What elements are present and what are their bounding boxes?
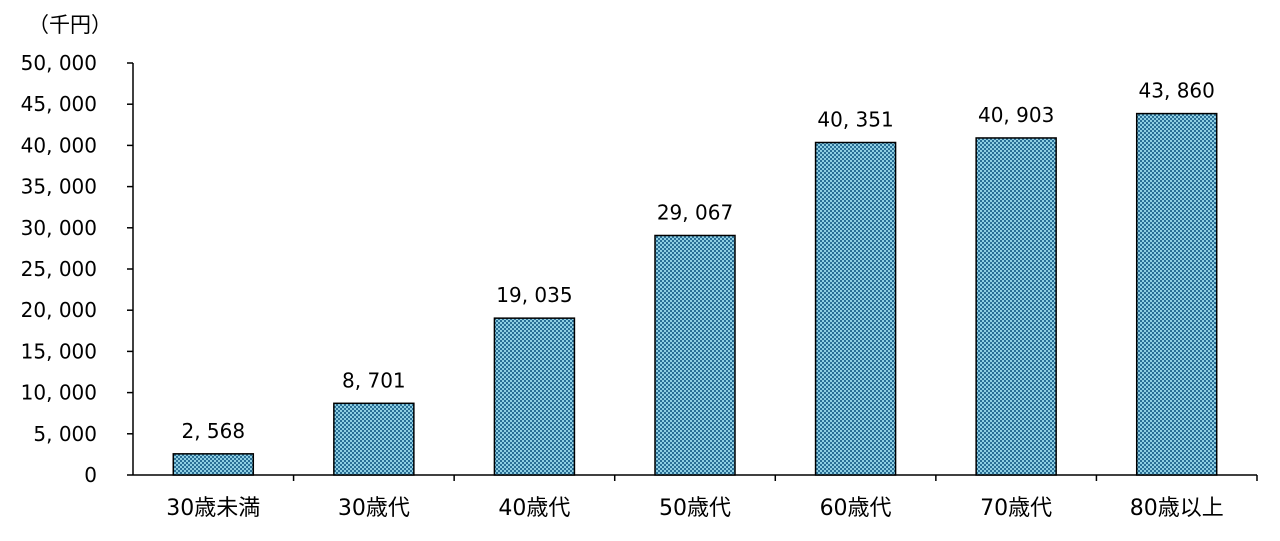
data-label: 43, 860 xyxy=(1139,79,1215,103)
y-tick-label: 40, 000 xyxy=(21,133,97,157)
y-tick-label: 5, 000 xyxy=(33,422,97,446)
data-label: 8, 701 xyxy=(342,368,406,392)
y-tick-label: 30, 000 xyxy=(21,216,97,240)
x-tick-label: 60歳代 xyxy=(820,496,892,521)
x-tick-label: 40歳代 xyxy=(498,496,570,521)
bars xyxy=(172,112,1218,476)
y-tick-label: 45, 000 xyxy=(21,92,97,116)
y-tick-label: 20, 000 xyxy=(21,298,97,322)
bar xyxy=(493,317,576,476)
y-tick-label: 15, 000 xyxy=(21,339,97,363)
y-tick-label: 25, 000 xyxy=(21,257,97,281)
y-tick-label: 10, 000 xyxy=(21,381,97,405)
x-tick-label: 80歳以上 xyxy=(1130,496,1224,521)
labels: 0 5, 000 10, 000 15, 000 20, 000 25, 000 30, 0… xyxy=(21,51,1224,521)
data-label: 40, 903 xyxy=(978,103,1054,127)
bar xyxy=(814,141,897,476)
bar xyxy=(654,234,736,476)
data-label: 29, 067 xyxy=(657,200,733,224)
bar xyxy=(975,137,1057,476)
data-label: 2, 568 xyxy=(181,419,245,443)
bar xyxy=(333,402,415,476)
y-tick-label: 0 xyxy=(84,463,97,487)
bar xyxy=(1135,112,1218,476)
bar xyxy=(172,453,255,476)
data-label: 40, 351 xyxy=(817,108,893,132)
y-tick-label: 35, 000 xyxy=(21,175,97,199)
x-tick-label: 70歳代 xyxy=(980,496,1052,521)
y-axis-unit-label: （千円） xyxy=(28,13,112,37)
x-tick-label: 30歳未満 xyxy=(166,496,260,521)
x-tick-label: 50歳代 xyxy=(659,496,731,521)
data-label: 19, 035 xyxy=(496,283,572,307)
x-tick-label: 30歳代 xyxy=(338,496,410,521)
y-tick-label: 50, 000 xyxy=(21,51,97,75)
